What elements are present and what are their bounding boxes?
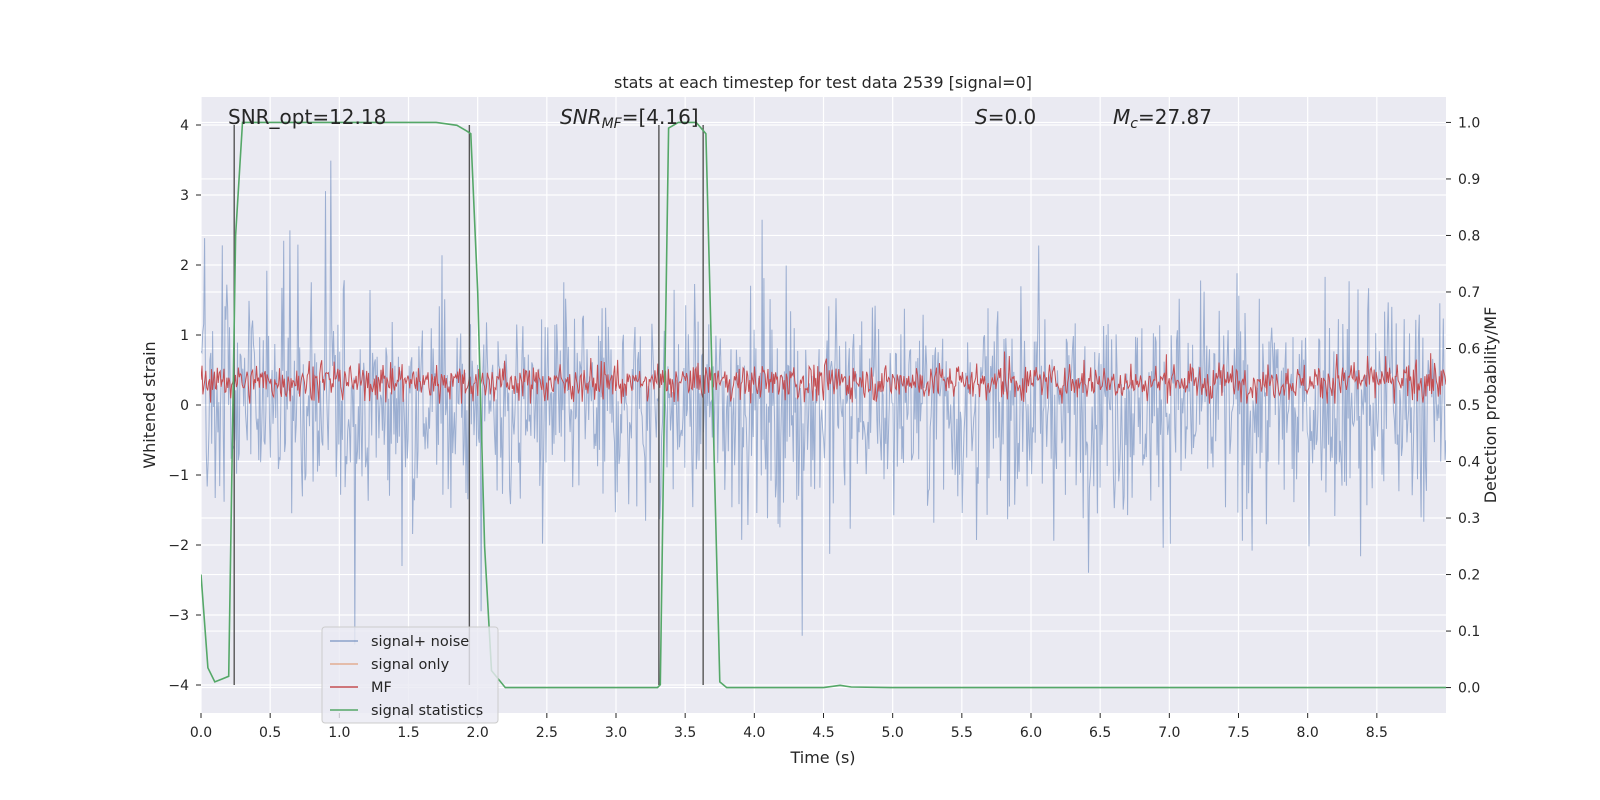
y-tick-label-7: 3 (180, 188, 189, 204)
annotation-snr-opt: SNR_opt=12.18 (228, 105, 386, 129)
annotation-s: S=0.0 (975, 105, 1036, 129)
y2-tick-label-2: 0.2 (1458, 568, 1480, 584)
y-tick-label-8: 4 (180, 118, 189, 134)
x-tick-label-16: 8.0 (1297, 725, 1319, 741)
x-tick-label-2: 1.0 (328, 725, 350, 741)
annotation-snr-mf: SNRMF=[4.16] (560, 105, 699, 132)
y-axis-left: −4 −3 −2 −1 0 1 2 3 4 (168, 118, 201, 694)
y-tick-label-0: −4 (168, 678, 189, 694)
y2-tick-label-0: 0.0 (1458, 681, 1480, 697)
y2-tick-label-9: 0.9 (1458, 172, 1480, 188)
x-tick-label-1: 0.5 (259, 725, 281, 741)
x-tick-label-5: 2.5 (536, 725, 558, 741)
x-tick-label-13: 6.5 (1089, 725, 1111, 741)
legend-label-statistics: signal statistics (371, 703, 483, 719)
vertical-lines (233, 125, 704, 685)
y2-tick-label-1: 0.1 (1458, 624, 1480, 640)
x-tick-label-15: 7.5 (1227, 725, 1249, 741)
y-axis-label: Whitened strain (140, 341, 159, 468)
legend-label-mf: MF (371, 680, 392, 696)
x-tick-label-6: 3.0 (605, 725, 627, 741)
y-tick-label-2: −2 (168, 538, 189, 554)
x-tick-label-3: 1.5 (397, 725, 419, 741)
x-tick-label-14: 7.0 (1158, 725, 1180, 741)
x-tick-label-11: 5.5 (951, 725, 973, 741)
x-tick-label-4: 2.0 (467, 725, 489, 741)
legend-label-noise: signal+ noise (371, 634, 469, 650)
x-tick-label-17: 8.5 (1366, 725, 1388, 741)
legend: signal+ noise signal only MF signal stat… (321, 626, 499, 724)
x-axis-label: Time (s) (789, 748, 855, 767)
y-axis-right: 0.0 0.1 0.2 0.3 0.4 0.5 0.6 0.7 0.8 0.9 1.0 (1446, 115, 1480, 697)
annotations: SNR_opt=12.18 SNRMF=[4.16] S=0.0 Mc=27.87 (228, 105, 1212, 132)
y-tick-label-4: 0 (180, 398, 189, 414)
chart-title: stats at each timestep for test data 253… (614, 73, 1032, 92)
y2-tick-label-3: 0.3 (1458, 511, 1480, 527)
y2-axis-label: Detection probability/MF (1481, 307, 1500, 504)
y-tick-label-1: −3 (168, 608, 189, 624)
grid (200, 97, 1446, 713)
legend-label-signal-only: signal only (371, 657, 450, 673)
x-tick-label-9: 4.5 (812, 725, 834, 741)
x-tick-label-10: 5.0 (882, 725, 904, 741)
x-tick-label-0: 0.0 (190, 725, 212, 741)
signal-statistics-series (201, 121, 1446, 689)
legend-box (321, 626, 499, 724)
x-tick-label-12: 6.0 (1020, 725, 1042, 741)
y-tick-label-5: 1 (180, 328, 189, 344)
signal-noise-series (201, 160, 1446, 645)
y2-tick-label-4: 0.4 (1458, 455, 1480, 471)
y-tick-label-6: 2 (180, 258, 189, 274)
y2-tick-label-5: 0.5 (1458, 398, 1480, 414)
x-tick-label-7: 3.5 (674, 725, 696, 741)
y2-tick-label-6: 0.6 (1458, 341, 1480, 357)
y2-tick-label-10: 1.0 (1458, 115, 1480, 131)
y-tick-label-3: −1 (168, 468, 189, 484)
y2-tick-label-8: 0.8 (1458, 228, 1480, 244)
x-axis: 0.0 0.5 1.0 1.5 2.0 2.5 3.0 3.5 4.0 4.5 5.0 5.5 6.0 6… (190, 713, 1388, 741)
x-tick-label-8: 4.0 (743, 725, 765, 741)
annotation-mc: Mc=27.87 (1113, 105, 1212, 132)
y2-tick-label-7: 0.7 (1458, 285, 1480, 301)
mf-series (201, 351, 1446, 404)
